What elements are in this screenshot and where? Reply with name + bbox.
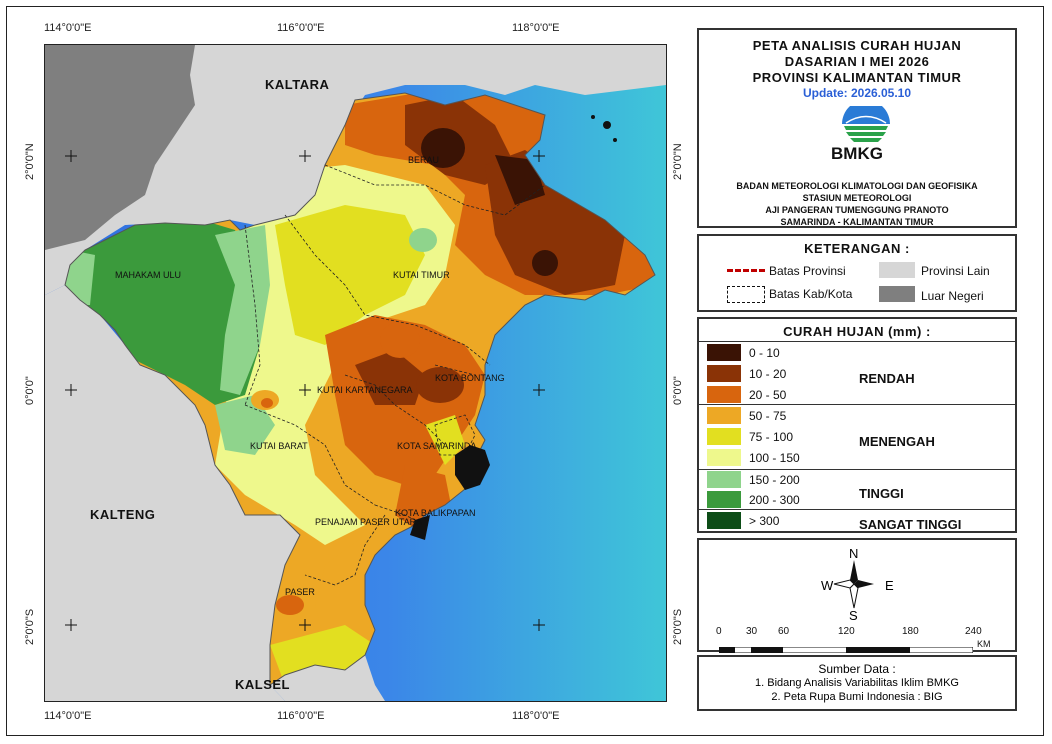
label-kutai-barat: KUTAI BARAT (250, 441, 308, 451)
scale-unit: KM (977, 639, 991, 649)
legend-label-4: 75 - 100 (749, 430, 794, 444)
lat-label-2s-right: 2°0'0"S (672, 608, 684, 645)
lon-label-118-top: 118°0'0"E (512, 22, 560, 34)
map-canvas (45, 45, 666, 701)
legend-swatch-2 (707, 386, 741, 403)
lat-label-0-right: 0°0'0" (672, 376, 684, 405)
label-penajam-paser-utara: PENAJAM PASER UTARA (315, 517, 423, 527)
lon-label-116-top: 116°0'0"E (277, 22, 325, 34)
legend-swatch-3 (707, 407, 741, 424)
legend-label-2: 20 - 50 (749, 388, 787, 402)
north-arrow-icon (824, 546, 884, 622)
lat-label-2s-left: 2°0'0"S (24, 608, 36, 645)
source-line1: 1. Bidang Analisis Variabilitas Iklim BM… (755, 677, 959, 689)
label-kalsel: KALSEL (235, 677, 290, 692)
compass-scale-panel: N S W E 0 30 60 120 180 240 KM (697, 538, 1017, 654)
provinsi-lain-swatch (879, 262, 915, 278)
title-line2: DASARIAN I MEI 2026 (784, 54, 930, 69)
label-kota-bontang: KOTA BONTANG (435, 373, 505, 383)
source-line2: 2. Peta Rupa Bumi Indonesia : BIG (771, 691, 943, 703)
category-menengah: MENENGAH (859, 434, 935, 449)
batas-kab-label: Batas Kab/Kota (769, 287, 853, 301)
legend-label-1: 10 - 20 (749, 367, 787, 381)
curah-hujan-heading: CURAH HUJAN (mm) : (783, 324, 931, 339)
lat-label-2n-right: 2°0'0"N (672, 143, 684, 180)
org-line2: STASIUN METEOROLOGI (802, 193, 912, 203)
scale-tick-0: 0 (716, 626, 722, 637)
title-line3: PROVINSI KALIMANTAN TIMUR (752, 70, 962, 85)
label-kutai-timur: KUTAI TIMUR (393, 270, 450, 280)
legend-swatch-0 (707, 344, 741, 361)
kalsel-area (270, 655, 385, 701)
curah-hujan-panel: CURAH HUJAN (mm) : 0 - 10 10 - 20 20 - 50 5… (697, 317, 1017, 533)
legend-swatch-4 (707, 428, 741, 445)
scale-tick-180: 180 (902, 626, 919, 637)
compass-n: N (849, 546, 859, 561)
category-sangat-tinggi: SANGAT TINGGI (859, 517, 962, 532)
source-panel: Sumber Data : 1. Bidang Analisis Variabi… (697, 655, 1017, 711)
kaltara-area (45, 45, 666, 295)
luar-negeri-area (45, 45, 195, 250)
update-date: Update: 2026.05.10 (802, 86, 912, 100)
label-kota-samarinda: KOTA SAMARINDA (397, 441, 477, 451)
legend-swatch-8 (707, 512, 741, 529)
org-line3: AJI PANGERAN TUMENGGUNG PRANOTO (765, 205, 949, 215)
map-frame (6, 6, 1044, 736)
lon-label-114-top: 114°0'0"E (44, 22, 92, 34)
batas-provinsi-label: Batas Provinsi (769, 264, 846, 278)
label-kota-balikpapan: KOTA BALIKPAPAN (395, 508, 476, 518)
bmkg-logo-text: BMKG (831, 144, 883, 163)
keterangan-heading: KETERANGAN : (804, 241, 910, 256)
source-heading: Sumber Data : (818, 662, 896, 676)
label-mahakam-ulu: MAHAKAM ULU (115, 270, 182, 280)
legend-label-8: > 300 (749, 514, 780, 528)
label-kalteng: KALTENG (90, 507, 156, 522)
batas-kab-swatch (727, 286, 765, 303)
scale-tick-30: 30 (746, 626, 758, 637)
kalteng-area (45, 285, 300, 701)
graticule (65, 150, 545, 631)
legend-swatch-5 (707, 449, 741, 466)
title-line1: PETA ANALISIS CURAH HUJAN (752, 38, 962, 53)
legend-label-5: 100 - 150 (749, 451, 800, 465)
coast-islands (410, 115, 617, 540)
scale-tick-120: 120 (838, 626, 855, 637)
lon-label-114-bottom: 114°0'0"E (44, 710, 92, 722)
lat-label-0-left: 0°0'0" (24, 376, 36, 405)
legend-label-0: 0 - 10 (749, 346, 780, 360)
luar-negeri-label: Luar Negeri (921, 289, 984, 303)
org-line1: BADAN METEOROLOGI KLIMATOLOGI DAN GEOFIS… (736, 181, 978, 191)
legend-label-7: 200 - 300 (749, 493, 800, 507)
lon-label-116-bottom: 116°0'0"E (277, 710, 325, 722)
legend-label-6: 150 - 200 (749, 473, 800, 487)
category-tinggi: TINGGI (859, 486, 904, 501)
label-berau: BERAU (408, 155, 440, 165)
label-paser: PASER (285, 587, 315, 597)
province-boundary (64, 92, 656, 686)
provinsi-lain-label: Provinsi Lain (921, 264, 990, 278)
lon-label-118-bottom: 118°0'0"E (512, 710, 560, 722)
lat-label-2n-left: 2°0'0"N (24, 143, 36, 180)
legend-swatch-7 (707, 491, 741, 508)
keterangan-panel: KETERANGAN : Batas Provinsi Batas Kab/Ko… (697, 234, 1017, 312)
scale-tick-60: 60 (778, 626, 790, 637)
label-kutai-kartanegara: KUTAI KARTANEGARA (317, 385, 413, 395)
title-panel: PETA ANALISIS CURAH HUJAN DASARIAN I MEI… (697, 28, 1017, 228)
compass-w: W (821, 578, 834, 593)
batas-provinsi-swatch (727, 269, 765, 272)
org-line4: SAMARINDA - KALIMANTAN TIMUR (780, 217, 934, 227)
compass-e: E (885, 578, 894, 593)
legend-label-3: 50 - 75 (749, 409, 787, 423)
scale-bar (718, 640, 974, 654)
scale-tick-240: 240 (965, 626, 982, 637)
rainfall-map: KALTARA KALTENG KALSEL BERAU MAHAKAM ULU… (44, 44, 667, 702)
category-rendah: RENDAH (859, 371, 915, 386)
legend-swatch-1 (707, 365, 741, 382)
luar-negeri-swatch (879, 286, 915, 302)
legend-swatch-6 (707, 471, 741, 488)
bmkg-logo-icon (838, 100, 894, 142)
compass-s: S (849, 608, 858, 623)
label-kaltara: KALTARA (265, 77, 330, 92)
